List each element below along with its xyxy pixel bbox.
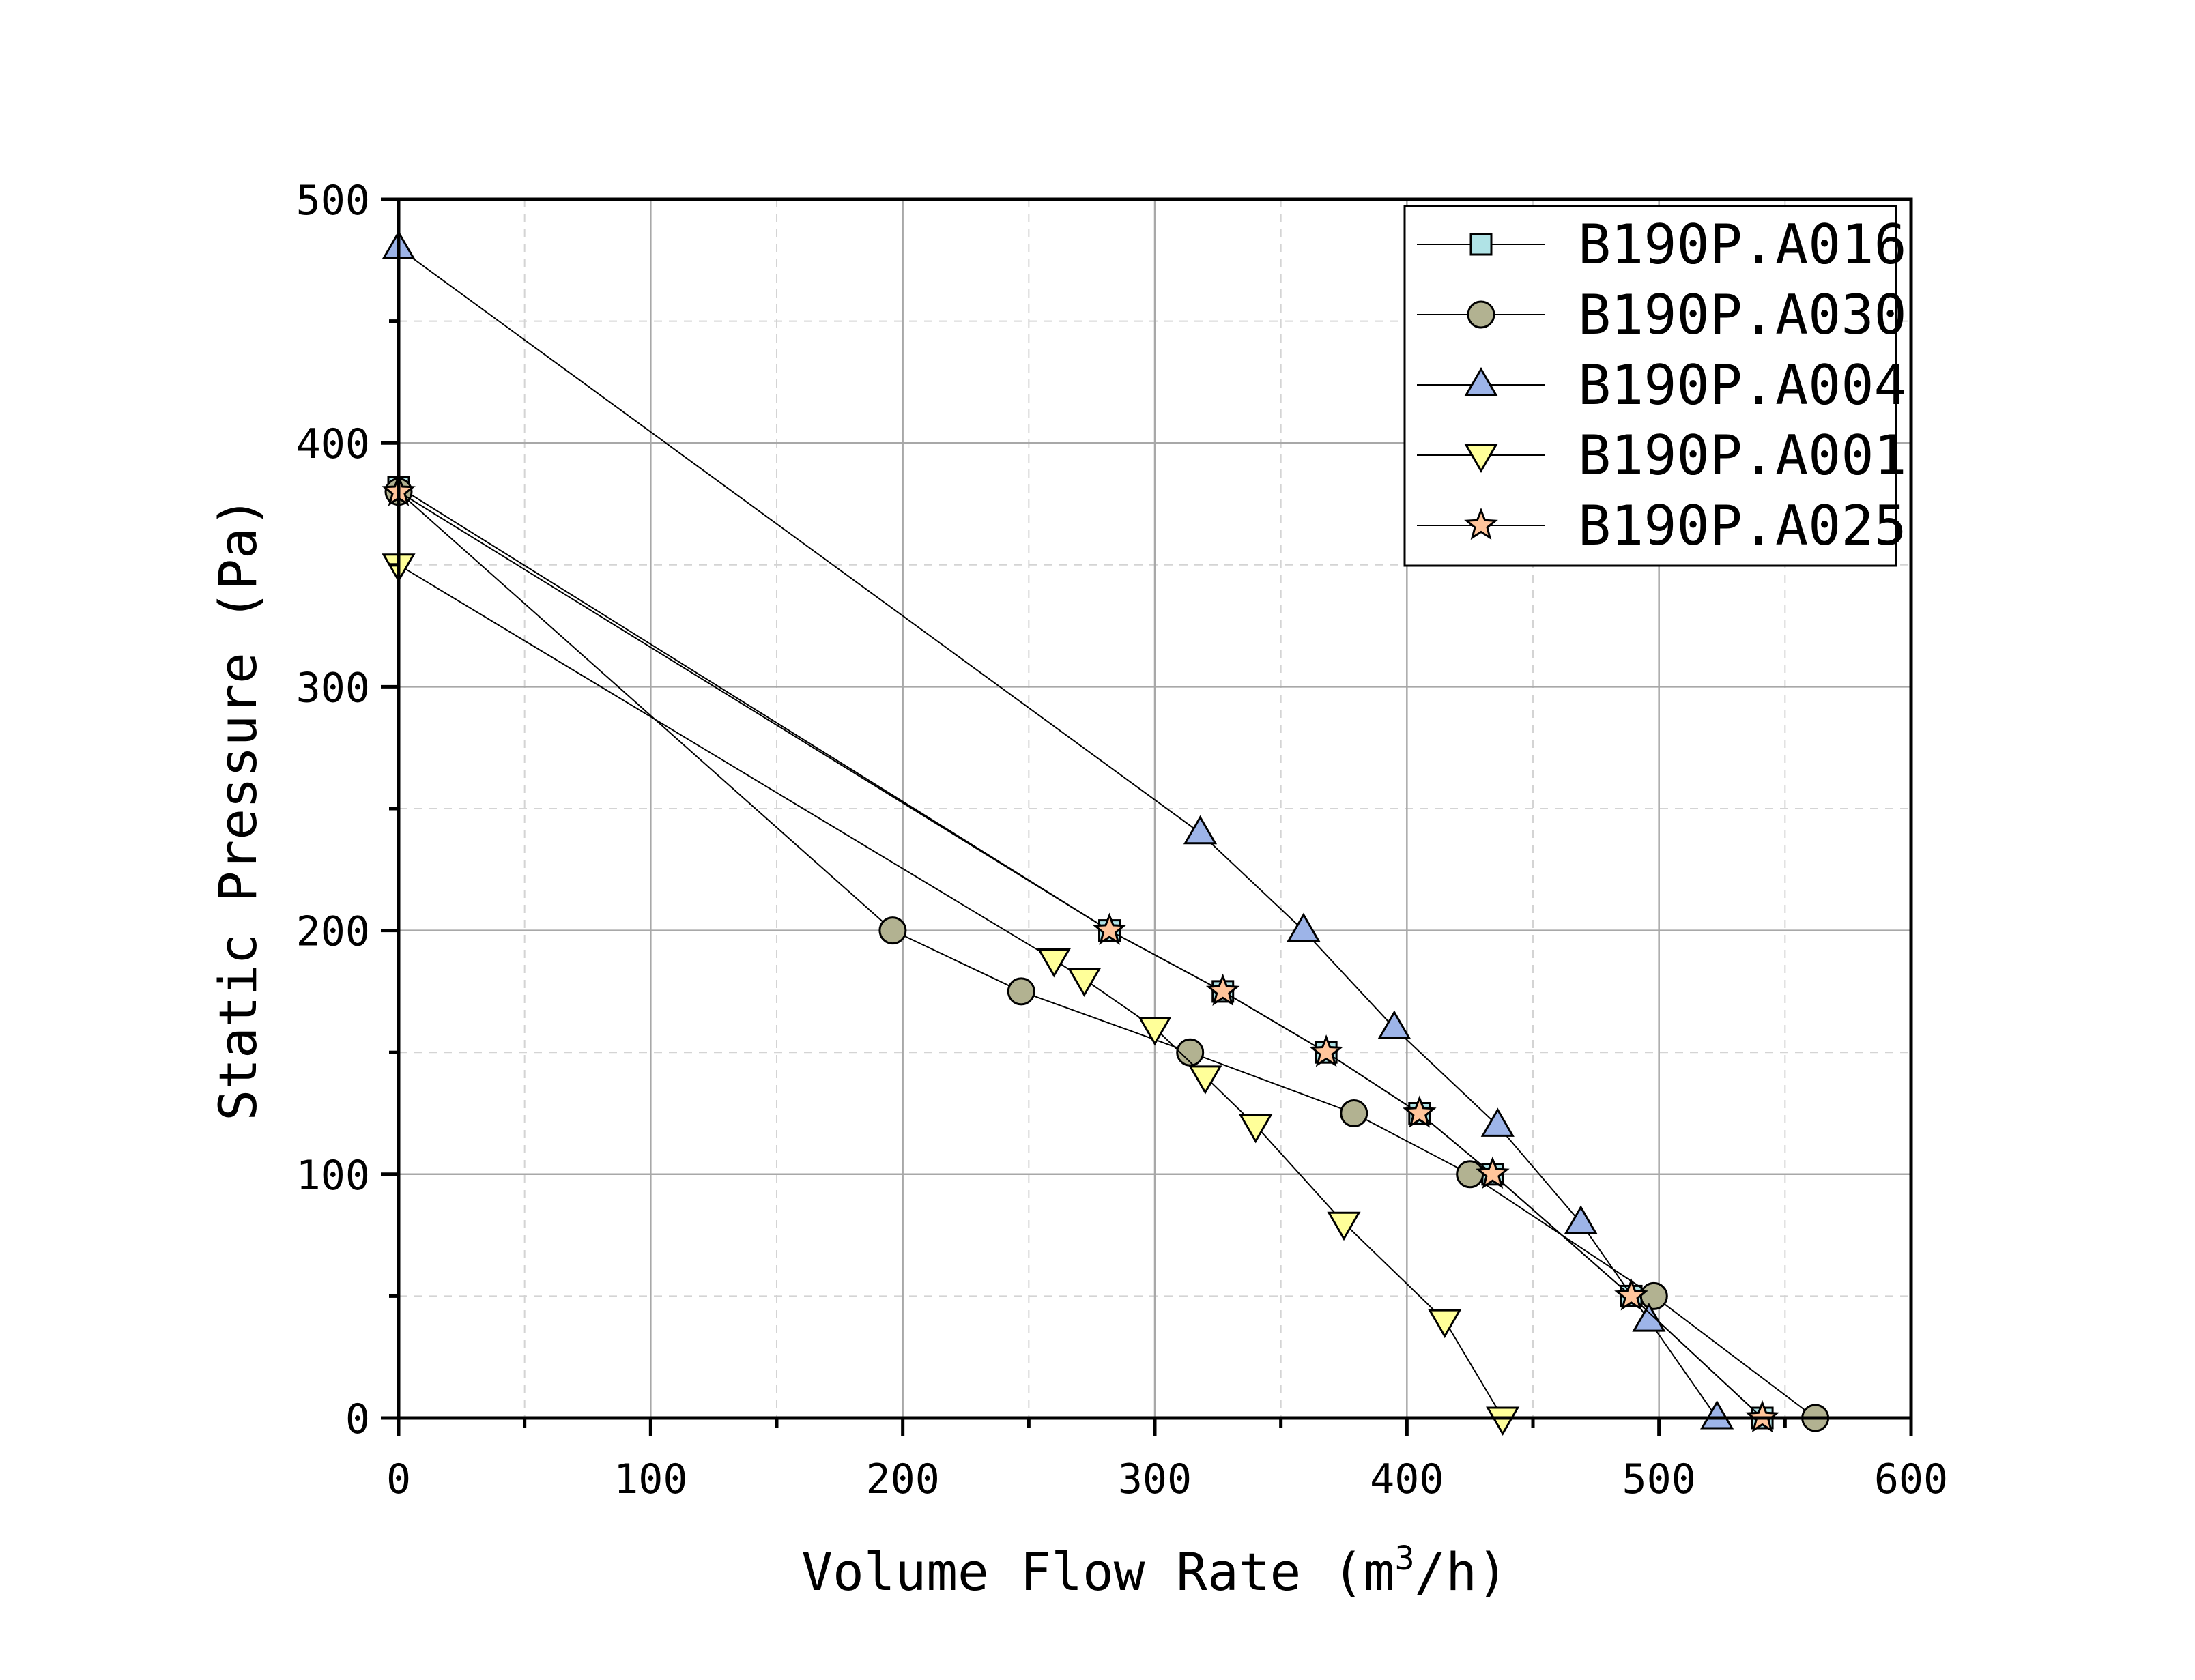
data-point-b190p-a030 — [1176, 1038, 1205, 1067]
data-point-b190p-a004 — [1700, 1400, 1734, 1430]
data-point-b190p-a001 — [1067, 968, 1102, 998]
data-point-b190p-a001 — [1188, 1065, 1222, 1095]
legend-marker-b190p-a004 — [1464, 367, 1498, 396]
data-point-b190p-a004 — [1377, 1010, 1411, 1039]
data-point-b190p-a004 — [1183, 815, 1218, 845]
data-point-b190p-a025 — [1309, 1034, 1344, 1067]
data-point-b190p-a001 — [1428, 1309, 1462, 1339]
series-line-b190p-a030 — [398, 491, 1816, 1419]
data-point-b190p-a001 — [1239, 1114, 1273, 1144]
x-tick-label: 200 — [865, 1455, 939, 1503]
y-tick-label: 500 — [296, 177, 370, 225]
data-point-b190p-a025 — [1092, 912, 1127, 945]
data-point-b190p-a025 — [1205, 973, 1240, 1006]
legend-marker-b190p-a001 — [1464, 444, 1498, 473]
y-tick-label: 400 — [296, 420, 370, 468]
legend-item-b190p-a001: B190P.A001 — [1417, 424, 1907, 487]
data-point-b190p-a030 — [1456, 1160, 1484, 1189]
data-point-b190p-a030 — [1639, 1281, 1668, 1310]
legend-marker-b190p-a030 — [1467, 300, 1495, 329]
data-point-b190p-a004 — [1287, 912, 1321, 942]
x-tick-label: 400 — [1370, 1455, 1444, 1503]
legend-label: B190P.A030 — [1578, 283, 1907, 347]
y-tick-label: 300 — [296, 664, 370, 712]
y-axis-title: Static Pressure (Pa) — [207, 496, 268, 1120]
legend-label: B190P.A025 — [1578, 494, 1907, 557]
data-point-b190p-a004 — [1564, 1205, 1598, 1234]
data-point-b190p-a004 — [1480, 1107, 1515, 1137]
series-b190p-a001 — [382, 553, 1520, 1436]
x-axis-title: Volume Flow Rate (m3/h) — [801, 1539, 1508, 1602]
data-point-b190p-a001 — [1327, 1211, 1361, 1241]
legend-item-b190p-a030: B190P.A030 — [1417, 283, 1907, 347]
legend-label: B190P.A004 — [1578, 353, 1907, 417]
y-tick-label: 0 — [345, 1395, 370, 1443]
data-point-b190p-a025 — [1402, 1095, 1437, 1128]
legend-item-b190p-a025: B190P.A025 — [1417, 494, 1907, 557]
legend-label: B190P.A001 — [1578, 424, 1907, 487]
series-b190p-a030 — [384, 478, 1830, 1432]
data-point-b190p-a025 — [1476, 1156, 1510, 1189]
data-point-b190p-a001 — [1138, 1016, 1172, 1046]
data-point-b190p-a025 — [1614, 1278, 1648, 1311]
series-layer — [382, 230, 1830, 1436]
x-tick-label: 500 — [1622, 1455, 1695, 1503]
data-point-b190p-a030 — [1007, 977, 1035, 1006]
series-line-b190p-a025 — [398, 491, 1763, 1419]
data-point-b190p-a030 — [1340, 1099, 1368, 1127]
x-tick-label: 0 — [386, 1455, 411, 1503]
x-tick-label: 300 — [1118, 1455, 1192, 1503]
data-point-b190p-a001 — [1037, 948, 1071, 978]
y-tick-label: 200 — [296, 908, 370, 956]
data-point-b190p-a030 — [878, 916, 907, 945]
legend-marker-b190p-a025 — [1464, 507, 1498, 540]
x-tick-label: 600 — [1874, 1455, 1948, 1503]
legend-item-b190p-a004: B190P.A004 — [1417, 353, 1907, 417]
legend-item-b190p-a016: B190P.A016 — [1417, 213, 1907, 276]
data-point-b190p-a004 — [1632, 1303, 1666, 1332]
x-tick-label: 100 — [614, 1455, 687, 1503]
data-point-b190p-a001 — [1486, 1406, 1520, 1436]
y-tick-label: 100 — [296, 1152, 370, 1200]
legend-marker-b190p-a016 — [1469, 233, 1493, 256]
x-axis-title-superscript: 3 — [1395, 1539, 1415, 1578]
legend-label: B190P.A016 — [1578, 213, 1907, 276]
axis-ticks: 0 100 200 300 400 500 600 0 100 200 300 400 500 — [296, 177, 1949, 1503]
